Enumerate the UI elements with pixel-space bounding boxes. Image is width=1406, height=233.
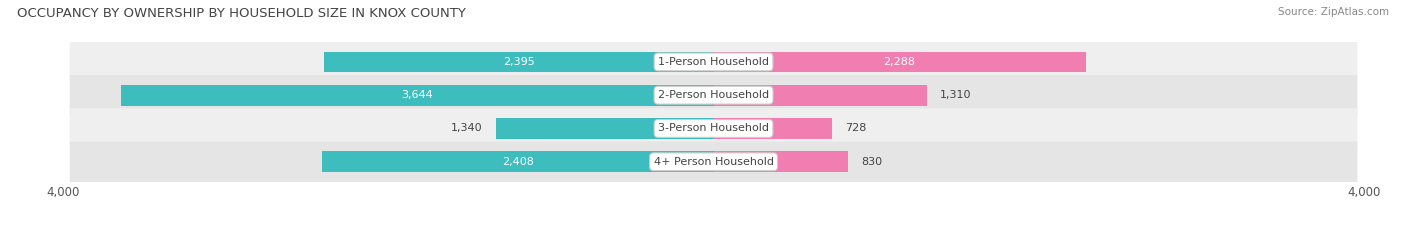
FancyBboxPatch shape — [70, 142, 1357, 182]
FancyBboxPatch shape — [70, 108, 1357, 149]
Text: 1-Person Household: 1-Person Household — [658, 57, 769, 67]
Legend: Owner-occupied, Renter-occupied: Owner-occupied, Renter-occupied — [586, 230, 841, 233]
Bar — [713, 118, 832, 139]
Bar — [322, 151, 713, 172]
Text: 2,288: 2,288 — [883, 57, 915, 67]
Text: OCCUPANCY BY OWNERSHIP BY HOUSEHOLD SIZE IN KNOX COUNTY: OCCUPANCY BY OWNERSHIP BY HOUSEHOLD SIZE… — [17, 7, 465, 20]
Bar — [713, 51, 1085, 72]
Text: 2,408: 2,408 — [502, 157, 534, 167]
Text: 1,340: 1,340 — [451, 123, 482, 134]
Text: 830: 830 — [862, 157, 883, 167]
Text: 2,395: 2,395 — [503, 57, 534, 67]
Text: 3-Person Household: 3-Person Household — [658, 123, 769, 134]
Bar — [496, 118, 713, 139]
FancyBboxPatch shape — [70, 75, 1357, 115]
Bar — [121, 85, 713, 106]
Text: 3,644: 3,644 — [402, 90, 433, 100]
Text: Source: ZipAtlas.com: Source: ZipAtlas.com — [1278, 7, 1389, 17]
Text: 1,310: 1,310 — [939, 90, 972, 100]
Bar — [325, 51, 713, 72]
FancyBboxPatch shape — [70, 42, 1357, 82]
Text: 728: 728 — [845, 123, 866, 134]
Bar — [713, 151, 848, 172]
Text: 2-Person Household: 2-Person Household — [658, 90, 769, 100]
Text: 4+ Person Household: 4+ Person Household — [654, 157, 773, 167]
Bar — [713, 85, 927, 106]
